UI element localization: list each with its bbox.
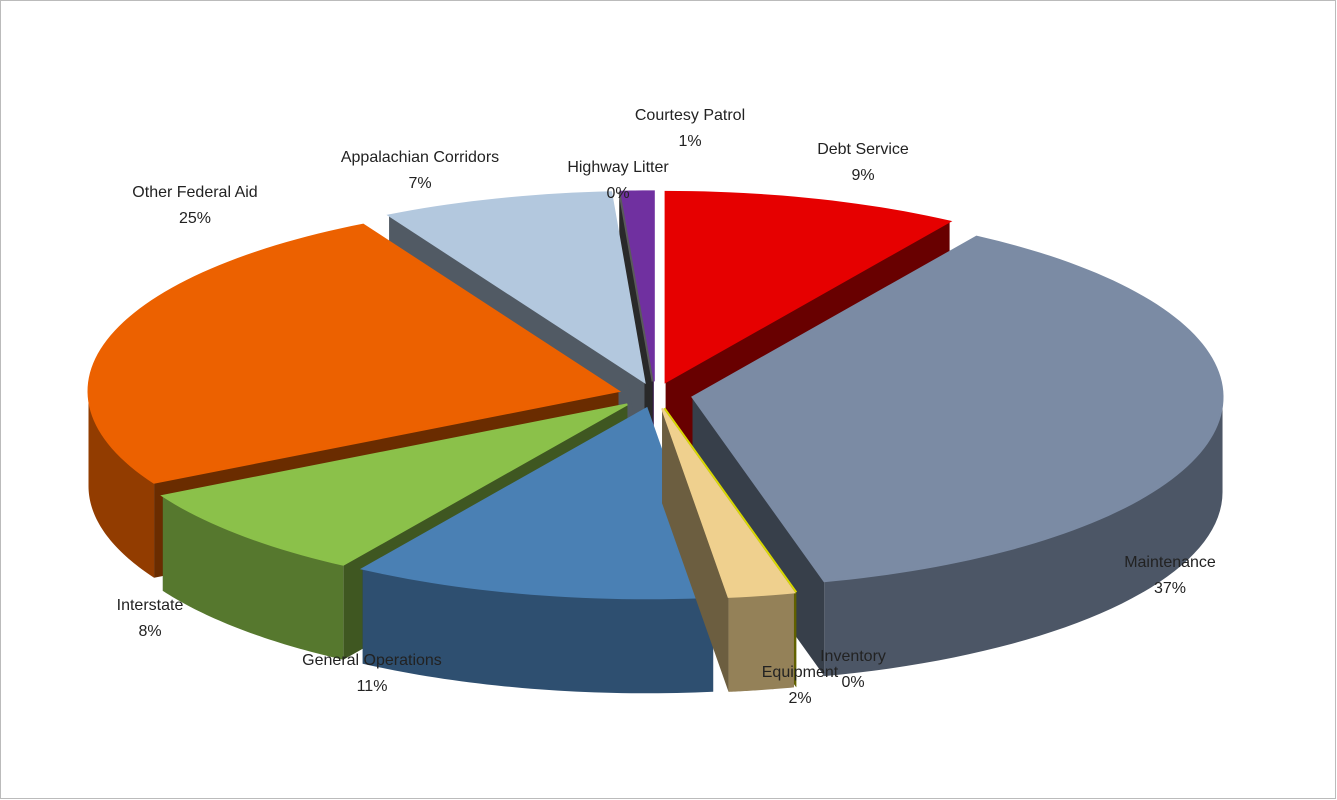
data-label-name: Equipment xyxy=(762,664,839,681)
data-label-value: 37% xyxy=(1154,580,1186,597)
slice-wall xyxy=(728,592,794,692)
slice xyxy=(386,191,646,385)
data-label-name: Inventory xyxy=(820,648,886,665)
data-label-name: Highway Litter xyxy=(567,159,669,176)
data-label-name: Appalachian Corridors xyxy=(341,149,499,166)
slice xyxy=(619,190,655,382)
data-label-value: 0% xyxy=(606,185,629,202)
slice xyxy=(663,407,798,593)
data-label-value: 11% xyxy=(357,678,388,695)
data-label-name: Other Federal Aid xyxy=(132,184,257,201)
data-label-name: Courtesy Patrol xyxy=(635,107,745,124)
slice-wall xyxy=(824,397,1223,677)
slice xyxy=(160,403,628,566)
data-label-name: Interstate xyxy=(117,597,184,614)
data-label-value: 1% xyxy=(678,133,701,150)
slice-wall xyxy=(88,391,155,578)
data-label-value: 0% xyxy=(841,674,864,691)
data-label-value: 8% xyxy=(138,623,161,640)
slice-group xyxy=(359,406,715,694)
slice-wall xyxy=(162,495,344,660)
slice-group xyxy=(691,235,1224,677)
data-label-value: 7% xyxy=(408,175,431,192)
data-label-name: Debt Service xyxy=(817,141,909,158)
data-label-value: 25% xyxy=(179,210,211,227)
data-label-value: 2% xyxy=(788,690,811,707)
data-label-value: 9% xyxy=(851,167,874,184)
slice xyxy=(359,406,715,600)
slice xyxy=(87,223,622,484)
slice xyxy=(661,407,796,598)
slice-wall xyxy=(362,568,714,694)
data-label-name: Maintenance xyxy=(1124,554,1216,571)
slice-side xyxy=(662,408,729,692)
slice xyxy=(691,235,1224,583)
slice xyxy=(664,190,953,384)
data-label-name: General Operations xyxy=(302,652,442,669)
slice-group xyxy=(661,407,796,692)
